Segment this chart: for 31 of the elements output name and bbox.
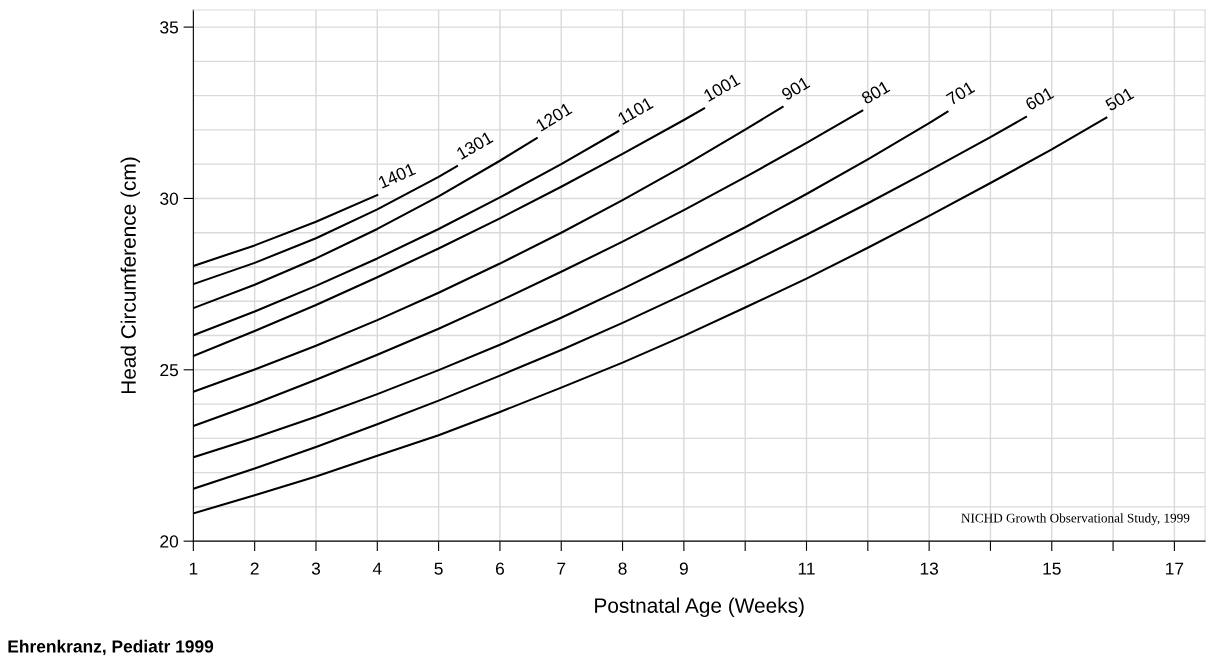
text: 1301 [455,130,494,160]
x-tick-label: 13 [920,562,939,575]
x-tick-label: 17 [1166,562,1184,575]
x-tick-label: 15 [1043,562,1061,575]
text: Ehrenkranz, Pediatr 1999 [8,639,214,656]
x-tick-label: 5 [434,562,443,575]
y-tick-label: 25 [160,363,179,377]
text: 901 [780,76,811,101]
text: 1401 [377,162,417,189]
x-tick-label: 6 [495,562,504,575]
x-tick-label: 8 [618,562,627,575]
x-tick-label: 2 [250,562,259,575]
text: 1001 [702,73,741,102]
text: 501 [1104,87,1135,112]
text: 1201 [535,102,573,132]
text: 801 [860,80,891,105]
y-tick-label: 35 [160,21,179,34]
y-tick-label: 30 [160,192,179,205]
y-tick-label: 20 [160,535,179,548]
x-tick-label: 3 [311,562,321,575]
x-tick-label: 4 [372,562,382,575]
x-tick-label: 11 [798,562,815,575]
x-tick-label: 1 [189,562,198,575]
text: 1101 [617,96,654,125]
annotation: NICHD Growth Observational Study, 1999 [961,513,1190,526]
y-axis-title: Head Circumference (cm) [120,157,140,394]
text: 601 [1024,86,1055,111]
text: 701 [945,80,976,106]
x-tick-label: 7 [557,562,566,575]
x-axis-title: Postnatal Age (Weeks) [595,597,804,618]
x-tick-label: 9 [679,562,688,575]
